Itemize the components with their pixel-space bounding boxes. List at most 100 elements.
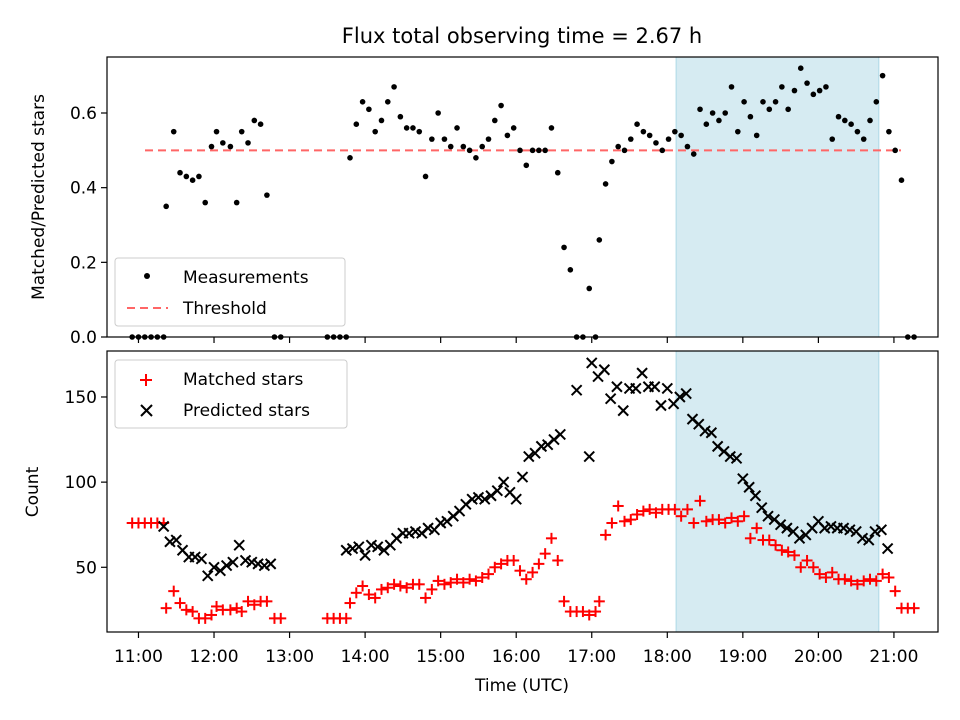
measurement-point-73 — [621, 147, 628, 154]
measurement-point-83 — [684, 143, 691, 150]
predicted-star-point-69 — [674, 391, 686, 403]
measurement-point-98 — [779, 84, 785, 90]
measurement-point-30 — [353, 121, 360, 127]
measurement-point-115 — [886, 128, 892, 135]
matched-star-point-89 — [719, 517, 731, 529]
matched-star-point-69 — [593, 595, 605, 607]
measurement-point-20 — [251, 117, 258, 124]
measurement-point-103 — [810, 91, 817, 98]
bottom-axes-frame — [106, 350, 939, 633]
threshold-legend-label: Threshold — [182, 299, 267, 319]
predicted-star-point-42 — [491, 484, 504, 497]
measurement-point-42 — [429, 136, 435, 142]
predicted-star-point-8 — [208, 561, 220, 573]
predicted-star-point-62 — [630, 382, 642, 395]
matched-star-point-60 — [539, 548, 551, 560]
measurements-legend-marker — [144, 273, 150, 279]
measurement-point-89 — [722, 110, 729, 116]
measurement-point-100 — [791, 87, 798, 94]
measurement-point-62 — [554, 169, 561, 176]
predicted-star-point-78 — [730, 452, 743, 464]
matched-star-point-53 — [495, 558, 507, 570]
matched-star-point-82 — [675, 510, 687, 522]
measurement-point-93 — [747, 113, 754, 120]
measurement-point-32 — [366, 106, 372, 113]
bottom-x-axis-ticks: 11:00 12:00 13:00 14:00 15:00 16:00 17:00 18:00… — [114, 632, 918, 667]
measurement-point-77 — [646, 132, 653, 139]
top-y-tick-label-0: 0.0 — [70, 328, 97, 348]
matched-star-point-61 — [545, 532, 557, 544]
predicted-star-point-10 — [220, 559, 233, 572]
matched-star-point-22 — [261, 595, 273, 607]
matched-star-point-67 — [583, 609, 595, 621]
matched-star-point-34 — [375, 583, 387, 595]
measurement-point-7 — [170, 128, 177, 135]
measurement-point-72 — [615, 143, 621, 150]
matched-star-point-63 — [558, 595, 570, 607]
predicted-star-point-102 — [881, 542, 894, 555]
matched-star-point-68 — [590, 606, 602, 618]
matched-star-point-76 — [637, 505, 649, 517]
measurement-point-41 — [422, 173, 429, 180]
count-points — [126, 357, 920, 624]
x-axis-label: Time (UTC) — [474, 676, 569, 696]
matched-star-point-66 — [577, 606, 589, 618]
matched-star-point-81 — [669, 503, 681, 515]
measurement-point-108 — [842, 117, 848, 124]
matched-star-point-102 — [801, 554, 813, 566]
measurement-point-56 — [517, 147, 523, 154]
measurement-point-76 — [640, 128, 647, 135]
measurement-point-75 — [634, 121, 640, 127]
matched-star-point-52 — [489, 561, 501, 573]
matched-star-point-51 — [483, 568, 495, 580]
measurement-point-84 — [690, 151, 697, 157]
matched-star-point-113 — [870, 575, 882, 587]
measurement-point-9 — [183, 173, 190, 180]
measurement-point-49 — [473, 155, 479, 161]
matched-star-point-85 — [694, 495, 706, 507]
predicted-star-point-85 — [774, 519, 787, 531]
predicted-star-point-81 — [749, 490, 762, 502]
measurement-point-19 — [245, 140, 251, 146]
top-shaded-region — [675, 56, 880, 338]
predicted-star-point-45 — [510, 493, 522, 505]
matched-star-point-94 — [751, 522, 763, 534]
measurement-point-37 — [397, 113, 404, 120]
measurement-point-43 — [435, 110, 441, 116]
top-panel: 0.0 0.2 0.4 0.6 Matched/Predicted stars Mea… — [29, 56, 939, 348]
matched-star-point-40 — [413, 578, 425, 590]
measurement-point-31 — [359, 99, 366, 105]
measurement-point-15 — [220, 140, 226, 146]
measurement-point-61 — [548, 125, 555, 131]
measurement-point-44 — [441, 136, 448, 142]
matched-star-point-92 — [738, 510, 750, 522]
predicted-star-point-70 — [680, 387, 692, 400]
predicted-star-point-53 — [570, 384, 583, 396]
matched-star-point-47 — [457, 577, 469, 589]
matched-star-point-108 — [839, 573, 851, 585]
measurement-point-35 — [384, 99, 391, 105]
matched-star-point-84 — [688, 517, 700, 529]
matched-star-point-119 — [908, 602, 920, 614]
measurement-point-64 — [567, 267, 574, 273]
bottom-x-tick-label-0: 11:00 — [114, 647, 163, 667]
matched-star-point-18 — [236, 606, 248, 618]
measurement-point-38 — [403, 125, 410, 131]
matched-star-point-88 — [713, 514, 725, 526]
predicted-star-point-12 — [233, 539, 245, 551]
measurement-point-106 — [829, 136, 836, 142]
measurement-point-54 — [504, 132, 511, 139]
bottom-x-tick-label-9: 20:00 — [794, 647, 843, 667]
predicted-legend-label: Predicted stars — [183, 401, 310, 421]
bottom-x-tick-label-5: 16:00 — [492, 647, 541, 667]
matched-star-point-48 — [464, 573, 476, 585]
predicted-star-point-21 — [359, 549, 371, 562]
measurement-point-94 — [753, 132, 760, 139]
matched-star-point-73 — [618, 515, 630, 527]
measurement-point-17 — [233, 199, 240, 206]
measurement-point-97 — [772, 99, 779, 105]
measurement-point-48 — [466, 147, 473, 154]
top-y-axis-ticks: 0.0 0.2 0.4 0.6 — [70, 104, 107, 348]
predicted-star-point-74 — [705, 427, 718, 439]
